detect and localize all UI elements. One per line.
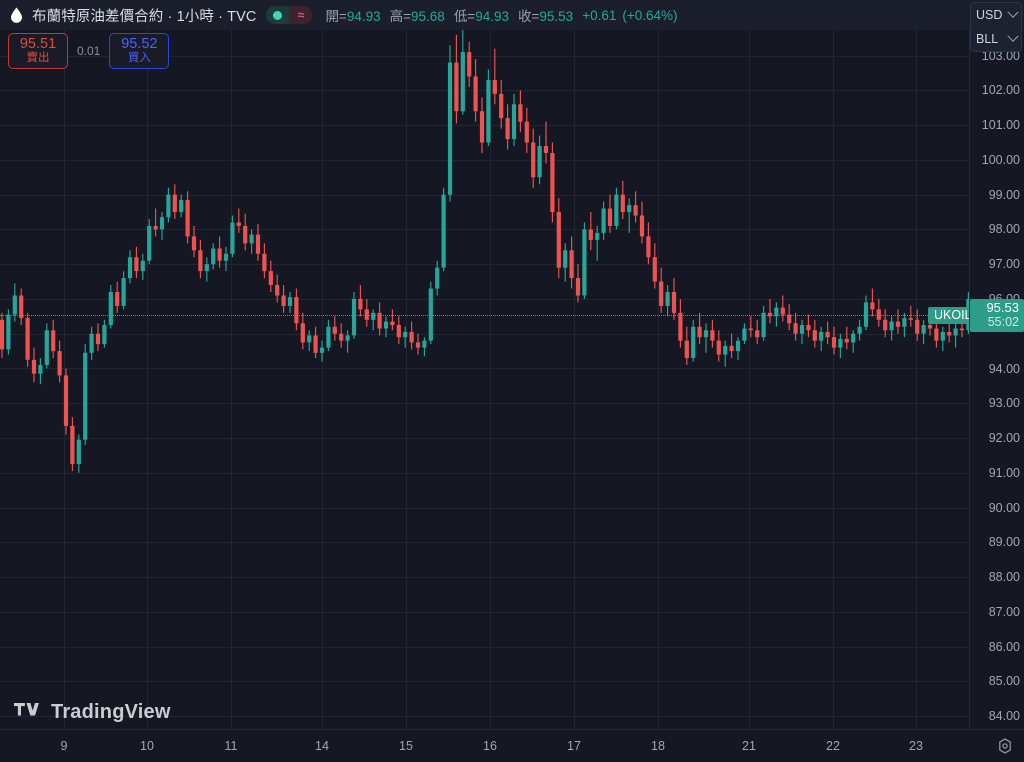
time-tick: 11	[224, 739, 238, 753]
price-tick: 86.00	[988, 639, 1020, 654]
bid-label: 買入	[127, 52, 151, 64]
price-tick: 84.00	[988, 709, 1020, 724]
current-price-line	[0, 315, 970, 317]
unit-dropdown[interactable]: BLL	[971, 27, 1021, 51]
ohlc-high-value: 95.68	[411, 9, 445, 24]
bar-countdown: 55:02	[987, 315, 1019, 330]
price-tick: 88.00	[988, 570, 1020, 584]
price-tick: 91.00	[988, 465, 1020, 480]
bid-price: 95.52	[121, 36, 158, 52]
price-tick: 89.00	[988, 535, 1020, 550]
chart-header: 布蘭特原油差價合約 · 1小時 · TVC ≈ 開=94.93 高=95.68 …	[0, 0, 1024, 30]
time-tick: 15	[399, 739, 413, 753]
chart-gridlines	[0, 0, 970, 730]
time-tick: 16	[483, 739, 497, 753]
time-tick: 10	[140, 739, 154, 753]
currency-unit-selector[interactable]: USD BLL	[970, 2, 1022, 52]
tradingview-logo-icon	[14, 701, 42, 724]
chevron-down-icon	[1007, 30, 1019, 42]
price-change: +0.61	[582, 7, 617, 23]
ohlc-high: 高=95.68	[390, 5, 445, 25]
price-tick: 87.00	[988, 604, 1020, 619]
time-tick: 14	[315, 739, 329, 753]
market-open-dot	[266, 6, 290, 24]
price-tick: 97.00	[988, 257, 1020, 272]
time-axis[interactable]: 9 10 11 14 15 16 17 18 21 22 23	[0, 729, 1024, 762]
price-axis[interactable]: 104.00103.00102.00101.00100.0099.0098.00…	[969, 0, 1024, 730]
unit-value: BLL	[976, 32, 999, 46]
price-tick: 99.00	[988, 187, 1020, 202]
approx-glyph: ≈	[297, 8, 305, 22]
price-tick: 94.00	[988, 361, 1020, 376]
ohlc-legend: 開=94.93 高=95.68 低=94.93 收=95.53 +0.61 (+…	[325, 5, 677, 25]
price-tick: 103.00	[981, 48, 1020, 63]
ask-price-box[interactable]: 95.51 賣出	[8, 33, 68, 69]
time-tick: 17	[567, 739, 581, 753]
tradingview-watermark-text: TradingView	[51, 701, 171, 723]
ohlc-close-label: 收=	[518, 9, 540, 24]
time-tick: 18	[651, 739, 665, 753]
ohlc-close: 收=95.53	[518, 5, 573, 25]
ohlc-open: 開=94.93	[325, 5, 380, 25]
ohlc-close-value: 95.53	[539, 9, 574, 24]
price-tick: 102.00	[981, 83, 1020, 98]
price-tick: 90.00	[988, 500, 1020, 515]
ohlc-open-label: 開=	[325, 9, 347, 24]
quote-bar: 95.51 賣出 0.01 95.52 買入	[8, 33, 170, 69]
ohlc-open-value: 94.93	[346, 9, 381, 24]
spread-value: 0.01	[77, 44, 101, 58]
chevron-down-icon	[1007, 6, 1019, 18]
candlestick-series	[0, 6, 970, 473]
ohlc-low: 低=94.93	[454, 5, 509, 25]
ohlc-high-label: 高=	[389, 9, 412, 24]
crosshair-target-icon[interactable]	[996, 737, 1014, 755]
ohlc-low-value: 94.93	[475, 9, 509, 24]
current-price-value: 95.53	[986, 300, 1019, 316]
time-tick: 9	[60, 739, 68, 753]
price-tick: 98.00	[988, 222, 1020, 237]
time-tick: 22	[826, 739, 840, 753]
symbol-title[interactable]: 布蘭特原油差價合約 · 1小時 · TVC	[32, 8, 257, 25]
price-tick: 92.00	[988, 431, 1020, 445]
chart-pane[interactable]: UKOIL	[0, 0, 970, 730]
current-price-badge[interactable]: 95.53 55:02	[970, 299, 1024, 333]
tradingview-watermark: TradingView	[14, 701, 171, 724]
price-tick: 101.00	[981, 118, 1020, 133]
currency-dropdown[interactable]: USD	[971, 3, 1021, 27]
oil-drop-icon	[8, 7, 25, 24]
price-tick: 100.00	[981, 152, 1020, 167]
price-tick: 85.00	[988, 674, 1020, 689]
symbol-price-tag[interactable]: UKOIL	[928, 306, 970, 324]
time-tick: 21	[742, 739, 756, 753]
market-status-pill[interactable]: ≈	[266, 6, 313, 24]
time-tick: 23	[909, 739, 923, 753]
bid-price-box[interactable]: 95.52 買入	[109, 33, 170, 69]
ask-price: 95.51	[19, 36, 57, 52]
ask-label: 賣出	[26, 52, 50, 64]
ohlc-low-label: 低=	[453, 9, 476, 24]
price-tick: 93.00	[988, 396, 1020, 411]
currency-value: USD	[976, 8, 1003, 22]
price-change-percent: (+0.64%)	[622, 7, 678, 23]
approx-icon: ≈	[289, 6, 313, 24]
